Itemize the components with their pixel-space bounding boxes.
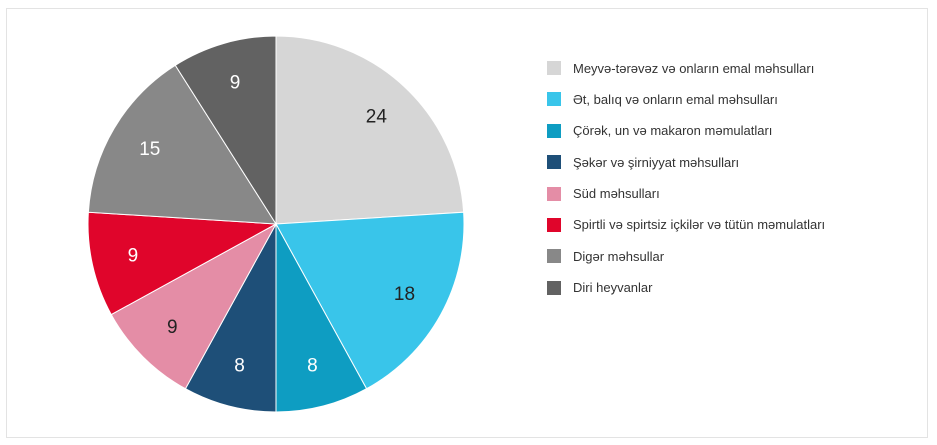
slice-value-label: 18 (394, 284, 415, 305)
slice-value-label: 9 (128, 245, 139, 266)
legend-label: Ət, balıq və onların emal məhsulları (573, 91, 778, 107)
legend-swatch (547, 92, 561, 107)
legend-label: Şəkər və şirniyyat məhsulları (573, 154, 740, 170)
pie-slice (87, 211, 278, 316)
legend-swatch (547, 123, 561, 138)
legend-item: Süd məhsulları (547, 185, 825, 203)
legend-swatch (547, 249, 561, 264)
pie-chart: 24 18 8 8 9 9 15 9 (87, 35, 465, 413)
legend-label: Digər məhsullar (573, 248, 665, 264)
pie-slice (87, 64, 277, 225)
legend-swatch (547, 61, 561, 75)
slice-value-label: 15 (139, 139, 160, 160)
slice-value-label: 8 (307, 356, 318, 377)
legend-label: Meyvə-tərəvəz və onların emal məhsulları (573, 60, 815, 76)
pie-slice (110, 222, 278, 390)
slice-value-label: 8 (234, 356, 245, 377)
legend-item: Spirtli və spirtsiz içkilər və tütün məm… (547, 216, 825, 234)
slice-value-label: 24 (366, 107, 388, 128)
chart-frame: 24 18 8 8 9 9 15 9 Meyvə-tərəvəz və onların ema… (6, 8, 928, 438)
legend-swatch (547, 280, 561, 295)
pie-slice (174, 35, 277, 226)
slice-value-label: 9 (167, 317, 178, 338)
legend-item: Ət, balıq və onların emal məhsulları (547, 90, 825, 108)
legend-item: Şəkər və şirniyyat məhsulları (547, 153, 825, 171)
legend-item: Diri heyvanlar (547, 279, 825, 297)
pie-slice (275, 211, 465, 390)
pie-slice (275, 223, 368, 413)
pie-slice (275, 35, 465, 225)
legend-swatch (547, 155, 561, 170)
legend-label: Süd məhsulları (573, 186, 660, 202)
legend-label: Diri heyvanlar (573, 280, 653, 296)
legend-label: Çörək, un və makaron məmulatları (573, 123, 773, 139)
legend-item: Digər məhsullar (547, 247, 825, 265)
legend-swatch (547, 217, 561, 232)
pie-slice (184, 223, 277, 413)
legend-label: Spirtli və spirtsiz içkilər və tütün məm… (573, 217, 826, 233)
legend-swatch (547, 186, 561, 201)
legend-item: Çörək, un və makaron məmulatları (547, 122, 825, 140)
chart-legend: Meyvə-tərəvəz və onların emal məhsulları… (547, 59, 825, 310)
legend-item: Meyvə-tərəvəz və onların emal məhsulları (547, 59, 825, 77)
slice-value-label: 9 (230, 73, 241, 94)
